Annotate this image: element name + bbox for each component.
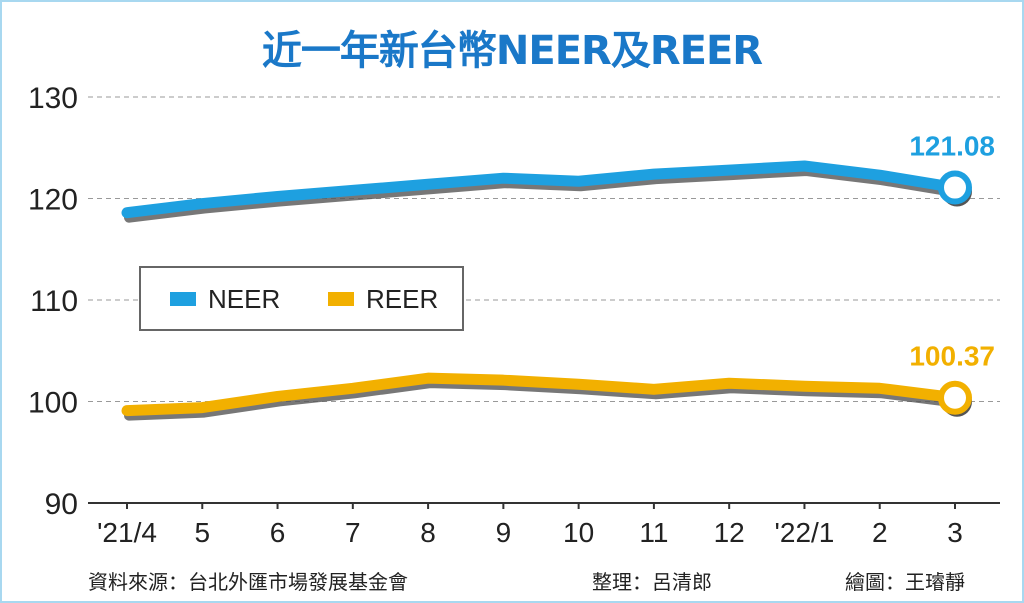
legend-label-neer: NEER	[208, 284, 280, 314]
legend-swatch-neer	[170, 292, 196, 306]
series-line-reer	[121, 372, 961, 417]
y-tick-label: 120	[28, 184, 78, 217]
x-tick-label: 5	[194, 517, 210, 548]
x-tick-label: 7	[345, 517, 361, 548]
x-tick-label: 8	[420, 517, 436, 548]
end-value-label-neer: 121.08	[909, 131, 995, 162]
y-tick-label: 110	[30, 285, 78, 318]
artist-note: 繪圖：王璿靜	[845, 570, 965, 594]
x-tick-label: 12	[714, 517, 745, 548]
x-tick-label: 2	[872, 517, 888, 548]
end-value-label-reer: 100.37	[909, 341, 995, 372]
source-note: 資料來源：台北外匯市場發展基金會	[88, 570, 408, 594]
y-tick-label: 130	[28, 82, 78, 115]
x-tick-label: '21/4	[97, 517, 157, 548]
end-marker-neer	[938, 170, 972, 205]
legend-swatch-reer	[328, 292, 354, 306]
chart-title: 近一年新台幣NEER及REER	[261, 28, 763, 74]
y-tick-label: 100	[28, 387, 78, 420]
end-marker-reer	[938, 380, 972, 415]
x-tick-label: 3	[947, 517, 963, 548]
x-tick-label: 6	[270, 517, 286, 548]
x-tick-label: 10	[563, 517, 594, 548]
y-tick-label: 90	[45, 488, 78, 521]
series-line-neer	[121, 160, 961, 219]
legend-label-reer: REER	[366, 284, 438, 314]
editor-note: 整理：呂清郎	[592, 570, 712, 594]
x-tick-label: '22/1	[775, 517, 835, 548]
x-tick-label: 9	[496, 517, 512, 548]
x-tick-label: 11	[639, 517, 668, 548]
